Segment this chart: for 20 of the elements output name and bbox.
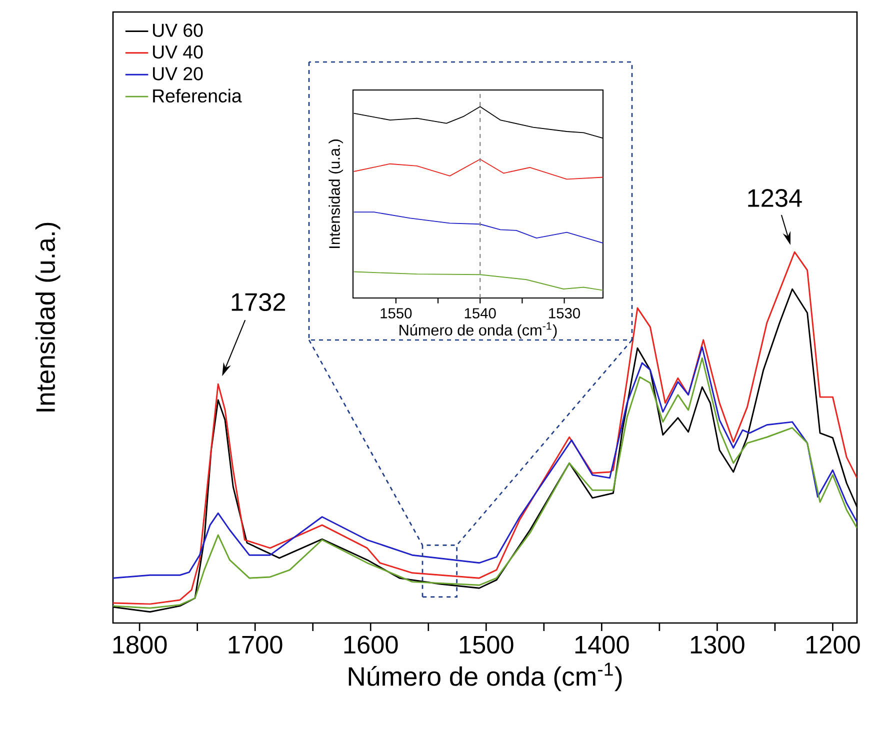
legend-label: UV 60	[153, 24, 203, 37]
legend-label: Referencia	[153, 88, 242, 103]
x-tick-label: 1700	[228, 636, 282, 654]
legend-label: UV 20	[153, 67, 203, 80]
y-axis-title: Intensidad (u.a.)	[328, 140, 343, 248]
x-tick-label: 1530	[549, 308, 580, 318]
x-tick-label: 1800	[113, 636, 167, 654]
x-tick-label: 1500	[460, 636, 514, 654]
x-tick-label: 1200	[806, 636, 860, 654]
x-axis-title: Número de onda (cm$^{-1}$)	[348, 662, 622, 692]
legend-label: UV 40	[153, 45, 203, 59]
x-tick-label: 1300	[690, 636, 744, 654]
y-axis-title: Intensidad (u.a.)	[35, 222, 60, 412]
x-tick-label: 1400	[575, 636, 629, 654]
annotation: 1234	[748, 189, 802, 207]
x-tick-label: 1550	[380, 308, 412, 318]
x-axis-title: Número de onda (cm$^{-1}$)	[400, 322, 557, 339]
annotation: 1732	[232, 293, 286, 312]
x-tick-label: 1540	[464, 308, 496, 318]
x-tick-label: 1600	[344, 636, 398, 654]
